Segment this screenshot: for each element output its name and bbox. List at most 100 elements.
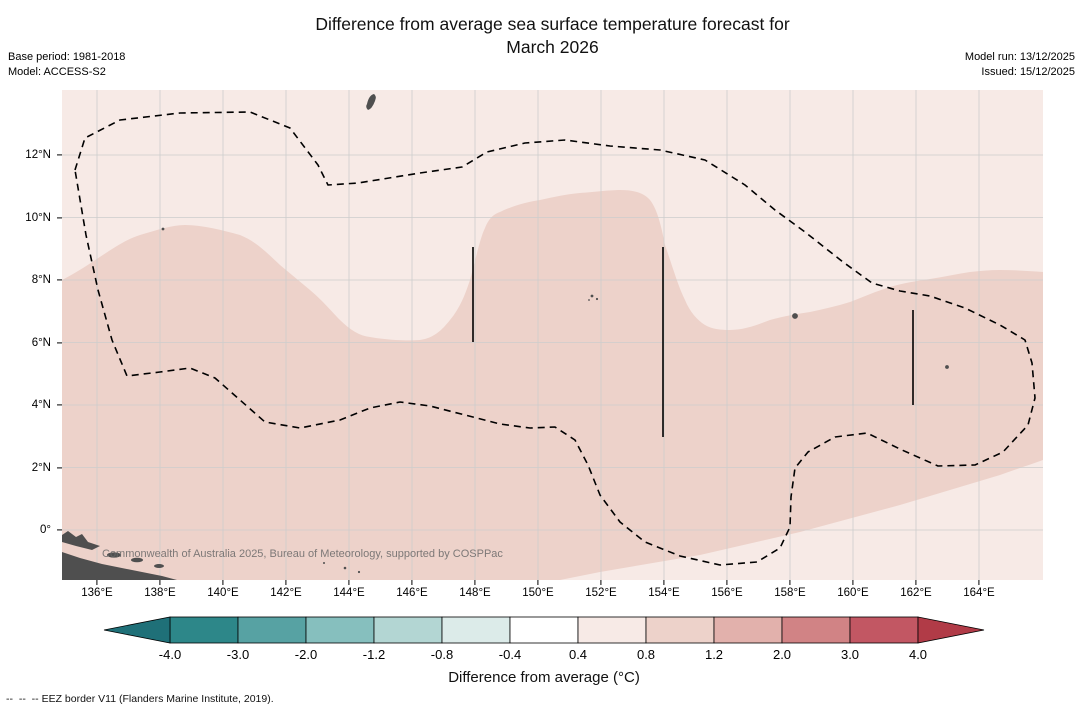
lat-axis: 12°N 10°N 8°N 6°N 4°N 2°N 0° (0, 90, 62, 580)
lon-tick (537, 580, 539, 585)
title-line-1: Difference from average sea surface temp… (315, 14, 790, 34)
colorbar-segment (169, 616, 239, 644)
lat-tick-label: 6°N (31, 336, 51, 349)
gridlines (62, 90, 1043, 580)
lat-tick-label: 8°N (31, 274, 51, 286)
lat-tick-label: 4°N (31, 399, 51, 411)
lat-tick (57, 154, 62, 156)
lon-tick-label: 146°E (396, 587, 428, 599)
lon-tick (285, 580, 287, 585)
colorbar-tick-label: -0.4 (498, 647, 522, 662)
lat-tick (57, 279, 62, 281)
small-island (154, 564, 164, 568)
lon-tick-label: 160°E (837, 587, 869, 599)
colorbar-tick-label: 0.4 (568, 647, 588, 662)
lon-tick (663, 580, 665, 585)
colorbar-right-arrow (917, 616, 985, 644)
lon-tick-label: 148°E (459, 587, 491, 599)
colorbar-segment (713, 616, 783, 644)
small-island (161, 227, 165, 231)
base-period-text: Base period: 1981-2018 (8, 51, 126, 63)
colorbar-segment (849, 616, 919, 644)
lon-tick (411, 580, 413, 585)
lat-tick (57, 216, 62, 219)
watermark: Commonwealth of Australia 2025, Bureau o… (102, 548, 503, 560)
lon-tick (915, 580, 917, 585)
lon-tick-label: 142°E (270, 587, 302, 599)
colorbar-segment (509, 616, 579, 644)
issued-text: Issued: 15/12/2025 (981, 65, 1075, 78)
colorbar-segment (305, 616, 375, 644)
colorbar-tick-label: 2.0 (772, 647, 792, 662)
colorbar-segment (577, 616, 647, 644)
small-island (131, 557, 143, 563)
run-info: Model run: 13/12/2025 Issued: 15/12/2025 (965, 50, 1075, 79)
lon-tick (726, 580, 728, 585)
colorbar-svg (103, 616, 985, 644)
lat-tick (57, 341, 62, 344)
lat-tick-label: 0° (40, 524, 51, 536)
small-island (107, 552, 121, 558)
colorbar-tick-label: -4.0 (158, 647, 182, 662)
lon-tick-label: 156°E (711, 587, 743, 599)
lon-tick-label: 144°E (333, 587, 365, 599)
colorbar-segment (441, 616, 511, 644)
lat-tick (57, 466, 62, 469)
title-line-2: March 2026 (506, 37, 599, 57)
colorbar-ticks: -4.0 -3.0 -2.0 -1.2 -0.8 -0.4 0.4 0.8 1.2 2.0 3.0 4… (103, 647, 985, 665)
page-title: Difference from average sea surface temp… (62, 13, 1043, 59)
lon-tick (600, 580, 602, 585)
lat-tick-label: 10°N (25, 211, 51, 224)
lon-tick-label: 154°E (648, 587, 680, 599)
new-guinea-coast-corner (62, 552, 177, 580)
lat-tick-label: 12°N (25, 149, 51, 161)
lat-tick (57, 529, 62, 531)
lon-axis: 136°E 138°E 140°E 142°E 144°E 146°E 148°E 150°E… (62, 580, 1043, 604)
colorbar-label: Difference from average (°C) (448, 669, 640, 686)
colorbar-left-arrow (103, 616, 171, 644)
lat-tick (57, 404, 62, 406)
eez-border-solid-segments (472, 247, 914, 437)
lon-tick (474, 580, 476, 585)
small-island (792, 313, 798, 319)
lon-tick (222, 580, 224, 585)
lon-tick (789, 580, 791, 585)
small-island (590, 294, 594, 298)
colorbar: -4.0 -3.0 -2.0 -1.2 -0.8 -0.4 0.4 0.8 1.2 2.0 3.0 4… (103, 616, 985, 696)
colorbar-tick-label: -2.0 (294, 647, 318, 662)
colorbar-tick-label: 1.2 (704, 647, 724, 662)
lon-tick-label: 158°E (774, 587, 806, 599)
lon-tick-label: 140°E (207, 587, 239, 599)
colorbar-segment (781, 616, 851, 644)
small-island (357, 570, 361, 574)
islands (62, 94, 949, 580)
lon-tick (159, 580, 161, 585)
colorbar-tick-label: -3.0 (226, 647, 250, 662)
eez-border-dashed (74, 111, 1036, 566)
colorbar-tick-label: -0.8 (430, 647, 454, 662)
model-run-text: Model run: 13/12/2025 (964, 51, 1075, 63)
model-info: Base period: 1981-2018 Model: ACCESS-S2 (8, 50, 125, 79)
small-island (945, 365, 949, 369)
small-island (323, 562, 325, 564)
lon-tick-label: 150°E (522, 587, 554, 599)
lat-tick-label: 2°N (31, 461, 51, 474)
small-island (595, 297, 599, 301)
colorbar-segment (373, 616, 443, 644)
map-plot: Commonwealth of Australia 2025, Bureau o… (62, 90, 1043, 580)
warm-anomaly-region-08-12 (62, 190, 1043, 580)
eez-legend: -- -- -- EEZ border V11 (Flanders Marine… (6, 693, 274, 705)
lon-tick (852, 580, 854, 585)
lon-tick-label: 138°E (144, 587, 176, 599)
colorbar-tick-label: 0.8 (636, 647, 656, 662)
lon-tick-label: 136°E (81, 587, 113, 599)
small-island (343, 566, 347, 570)
colorbar-segment (645, 616, 715, 644)
colorbar-tick-label: 4.0 (908, 647, 928, 662)
lon-tick (348, 580, 350, 585)
colorbar-tick-label: 3.0 (840, 647, 860, 662)
guam-island (366, 94, 376, 110)
colorbar-segment (237, 616, 307, 644)
small-island (588, 299, 590, 301)
